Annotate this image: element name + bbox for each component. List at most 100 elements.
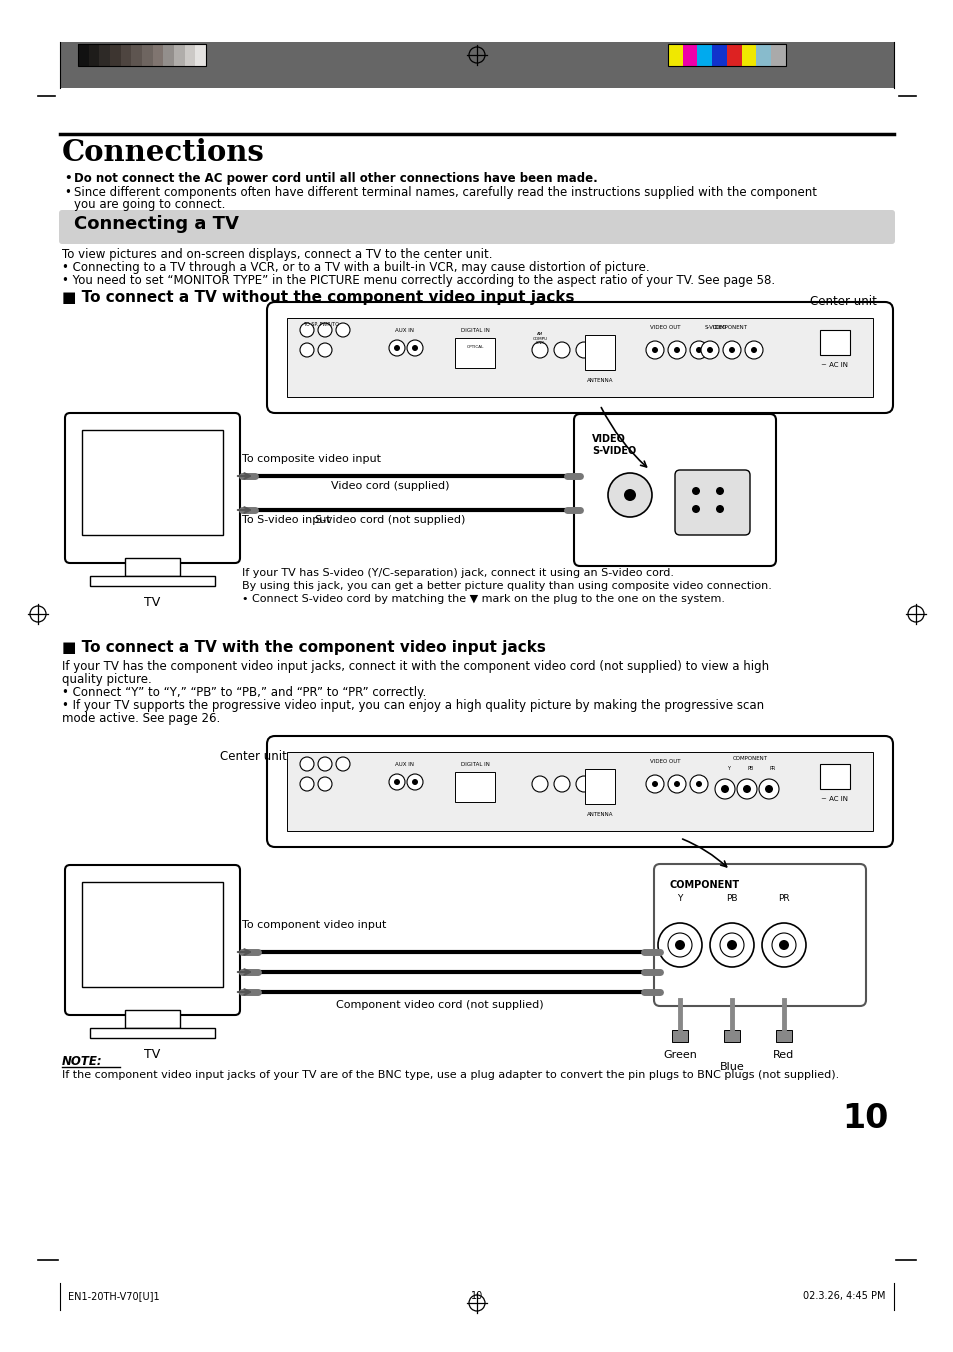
FancyBboxPatch shape [267,301,892,412]
Circle shape [716,506,723,512]
Text: you are going to connect.: you are going to connect. [74,197,225,211]
Bar [775,1030,791,1042]
Bar [820,330,849,356]
Bar [682,45,697,66]
Circle shape [335,757,350,771]
Text: AUX IN: AUX IN [395,329,414,333]
Circle shape [317,323,332,337]
Bar [173,45,185,66]
Text: Do not connect the AC power cord until all other connections have been made.: Do not connect the AC power cord until a… [74,172,598,185]
Bar [287,318,872,397]
Bar [99,45,110,66]
Text: Component video cord (not supplied): Component video cord (not supplied) [335,1000,543,1010]
Text: To component video input: To component video input [242,919,386,930]
Circle shape [689,775,707,794]
Text: • Connect “Y” to “Y,” “PB” to “PB,” and “PR” to “PR” correctly.: • Connect “Y” to “Y,” “PB” to “PB,” and … [62,685,426,699]
Text: •: • [65,172,76,185]
FancyBboxPatch shape [59,210,894,243]
Circle shape [706,347,712,353]
Circle shape [554,342,569,358]
Circle shape [299,323,314,337]
Circle shape [645,775,663,794]
Circle shape [709,923,753,967]
Bar [584,335,615,370]
Text: mode active. See page 26.: mode active. See page 26. [62,713,220,725]
Bar [60,42,893,88]
Bar [584,769,615,804]
Text: 10: 10 [841,1102,888,1134]
Text: S-VIDEO: S-VIDEO [592,446,636,456]
Text: AM
COMPU
LINK: AM COMPU LINK [532,333,547,345]
Bar [89,45,99,66]
Circle shape [651,347,658,353]
Text: To S-video input: To S-video input [242,515,331,525]
Text: • If your TV supports the progressive video input, you can enjoy a high quality : • If your TV supports the progressive vi… [62,699,763,713]
Circle shape [317,777,332,791]
Circle shape [720,786,728,794]
Text: quality picture.: quality picture. [62,673,152,685]
Text: • You need to set “MONITOR TYPE” in the PICTURE menu correctly according to the : • You need to set “MONITOR TYPE” in the … [62,274,774,287]
Bar [90,1028,214,1038]
Text: AUX IN: AUX IN [395,763,414,767]
Text: To view pictures and on-screen displays, connect a TV to the center unit.: To view pictures and on-screen displays,… [62,247,492,261]
Bar [756,45,770,66]
Text: If the component video input jacks of your TV are of the BNC type, use a plug ad: If the component video input jacks of yo… [62,1069,839,1080]
Bar [163,45,173,66]
Text: Blue: Blue [719,1063,743,1072]
Bar [712,45,726,66]
Bar [110,45,120,66]
Circle shape [645,341,663,360]
Circle shape [691,487,700,495]
Text: VIDEO OUT: VIDEO OUT [649,758,679,764]
Circle shape [667,775,685,794]
Circle shape [675,940,684,950]
Text: Center unit: Center unit [220,750,287,763]
Text: COMPONENT: COMPONENT [669,880,740,890]
Circle shape [720,933,743,957]
Bar [455,338,495,368]
Text: To composite video input: To composite video input [242,454,380,464]
Text: • Connect S-video cord by matching the ▼ mark on the plug to the one on the syst: • Connect S-video cord by matching the ▼… [242,594,724,604]
Circle shape [714,779,734,799]
Circle shape [667,933,691,957]
Circle shape [623,489,636,502]
Bar [152,45,163,66]
Circle shape [299,777,314,791]
Text: NOTE:: NOTE: [62,1055,103,1068]
Bar [195,45,206,66]
Text: TV: TV [144,596,160,608]
Text: EN1-20TH-V70[U]1: EN1-20TH-V70[U]1 [68,1291,159,1301]
Circle shape [761,923,805,967]
Text: S-video cord (not supplied): S-video cord (not supplied) [314,515,465,525]
Text: ANTENNA: ANTENNA [586,377,613,383]
Circle shape [728,347,734,353]
Circle shape [722,341,740,360]
Text: ANTENNA: ANTENNA [586,811,613,817]
Text: Connecting a TV: Connecting a TV [74,215,238,233]
Text: Video cord (supplied): Video cord (supplied) [331,481,449,491]
Text: •: • [65,187,75,199]
FancyBboxPatch shape [65,865,240,1015]
Circle shape [689,341,707,360]
Circle shape [759,779,779,799]
Text: ■ To connect a TV with the component video input jacks: ■ To connect a TV with the component vid… [62,639,545,654]
Bar [287,752,872,831]
Text: If your TV has S-video (Y/C-separation) jack, connect it using an S-video cord.: If your TV has S-video (Y/C-separation) … [242,568,673,579]
Circle shape [673,781,679,787]
Circle shape [779,940,788,950]
Text: 10: 10 [471,1291,482,1301]
Circle shape [576,342,592,358]
Bar [697,45,712,66]
Circle shape [299,757,314,771]
Circle shape [607,473,651,516]
Circle shape [407,339,422,356]
Text: TO SP. PWR/TO: TO SP. PWR/TO [303,322,338,327]
Text: DIGITAL IN: DIGITAL IN [460,329,489,333]
Circle shape [764,786,772,794]
Bar [741,45,756,66]
Circle shape [389,773,405,790]
Circle shape [407,773,422,790]
Bar [667,45,785,66]
Circle shape [771,933,795,957]
Bar [726,45,741,66]
